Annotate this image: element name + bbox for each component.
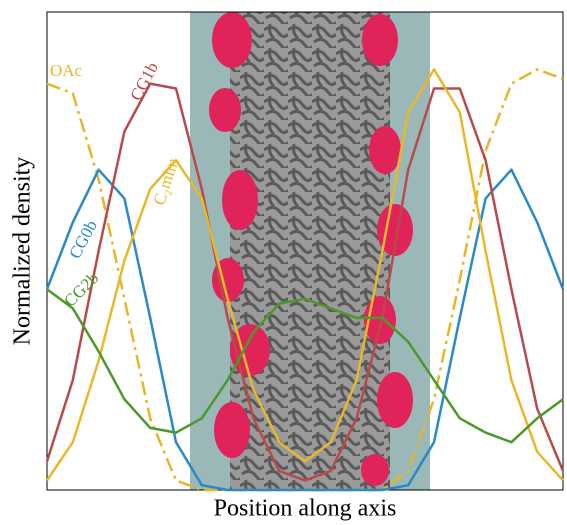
x-axis-label: Position along axis (214, 496, 397, 522)
series-line (45, 82, 565, 482)
molecular-background (190, 12, 430, 490)
series-label: C₂mim (149, 156, 182, 208)
y-axis-label: Normalized density (10, 157, 36, 346)
series-label: CG2b (60, 268, 102, 310)
series-label: CG1b (126, 59, 162, 104)
series-label: OAc (50, 61, 83, 80)
series-line (46, 288, 564, 444)
series-label: CG0b (65, 217, 101, 262)
series-line (45, 68, 564, 482)
